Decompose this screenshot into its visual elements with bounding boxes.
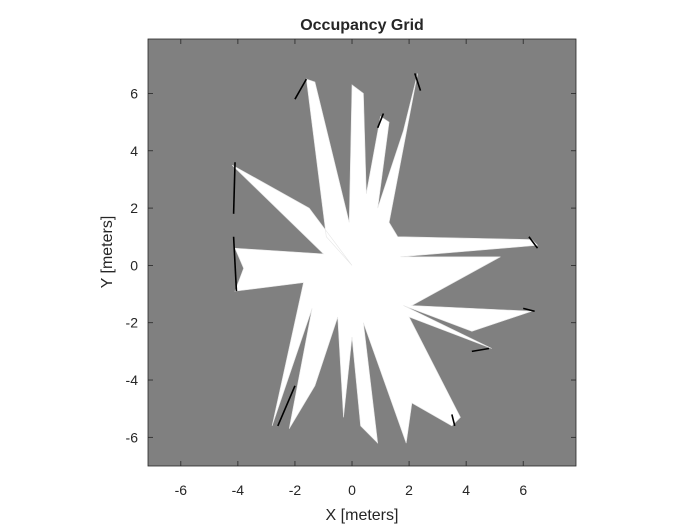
x-tick-label: 6 <box>519 482 527 498</box>
occupied-wall <box>232 236 238 292</box>
occupied-wall <box>376 113 385 129</box>
axis-ticks: -6 -4 -2 0 2 4 6 -6 -4 -2 0 2 4 6 <box>126 39 576 498</box>
occupied-wall <box>414 73 422 91</box>
y-tick-label: -4 <box>126 372 139 388</box>
y-tick-label: -2 <box>126 315 139 331</box>
x-tick-label: -6 <box>175 482 188 498</box>
plot-area <box>147 38 577 467</box>
y-tick-label: 4 <box>130 143 138 159</box>
free-space-region <box>231 73 539 444</box>
axes-box <box>147 38 577 467</box>
occupied-wall <box>471 347 490 353</box>
occupied-wall <box>232 162 236 214</box>
occupied-wall <box>451 414 456 427</box>
y-tick-label: 6 <box>130 85 138 101</box>
occupied-wall <box>523 307 535 313</box>
x-tick-label: 4 <box>462 482 470 498</box>
x-tick-label: -4 <box>232 482 245 498</box>
chart-title: Occupancy Grid <box>300 17 424 34</box>
occupied-wall <box>528 236 539 249</box>
y-tick-label: 2 <box>130 200 138 216</box>
occupied-wall <box>294 78 308 100</box>
x-tick-label: 2 <box>405 482 413 498</box>
y-tick-label: -6 <box>126 429 139 445</box>
x-axis-label: X [meters] <box>326 507 399 524</box>
y-axis-label: Y [meters] <box>99 216 116 289</box>
x-tick-label: 0 <box>348 482 356 498</box>
y-tick-label: 0 <box>130 257 138 273</box>
x-tick-label: -2 <box>289 482 302 498</box>
occupied-wall <box>277 385 296 427</box>
